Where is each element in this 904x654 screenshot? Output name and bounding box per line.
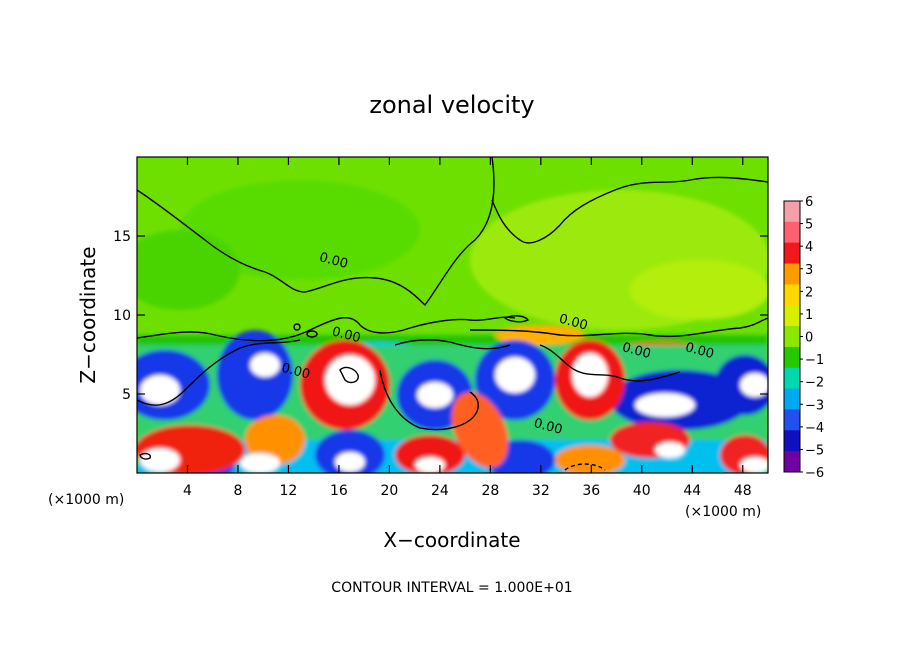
colorbar-tick-label: −6 [805, 466, 824, 481]
colorbar-tick-label: −4 [805, 421, 824, 436]
field-patch [630, 260, 768, 320]
colorbar: 6 5 4 3 2 1 0 −1 −2 −3 −4 −5 −6 [783, 195, 824, 481]
y-tick-label: 5 [122, 387, 131, 403]
y-axis-label: Z−coordinate [76, 246, 100, 383]
colorbar-segment [784, 201, 800, 223]
colorbar-tick-label: 2 [805, 285, 813, 300]
x-axis-ticks: 4 8 12 16 20 24 28 32 36 40 44 48 [183, 157, 752, 499]
field-lobe-positive [245, 415, 305, 465]
contour-zero-upper [137, 157, 495, 307]
colorbar-tick-label: 6 [805, 195, 813, 210]
contour-label: 0.00 [620, 340, 652, 362]
field-core [740, 457, 768, 473]
x-unit-left: (×1000 m) [48, 492, 124, 508]
contour-label: 0.00 [684, 340, 716, 362]
contour-zero-lower [137, 339, 301, 406]
contour-labels: 0.00 0.00 0.00 0.00 0.00 0.00 0.00 [280, 250, 716, 438]
colorbar-segment [784, 284, 800, 306]
field-lobe-positive [555, 445, 625, 473]
heatmap-field: 0.00 0.00 0.00 0.00 0.00 0.00 0.00 [137, 157, 768, 473]
colorbar-tick-label: −1 [805, 353, 824, 368]
colorbar-segment [784, 388, 800, 410]
colorbar-segment [784, 326, 800, 348]
contour-minor [339, 366, 359, 384]
colorbar-segment [784, 242, 800, 265]
field-core [417, 382, 453, 408]
contour-interval-footer: CONTOUR INTERVAL = 1.000E+01 [331, 580, 572, 596]
field-core [325, 355, 375, 405]
contour-label: 0.00 [318, 250, 350, 272]
field-core [740, 373, 768, 397]
colorbar-segment [784, 221, 800, 244]
field-core [495, 357, 535, 393]
contour-dashed [564, 463, 606, 471]
colorbar-tick-label: 4 [805, 240, 813, 255]
colorbar-tick-label: −5 [805, 443, 824, 458]
colorbar-tick-label: −3 [805, 398, 824, 413]
x-tick-label: 48 [734, 483, 752, 499]
contour-minor [293, 323, 301, 331]
x-tick-label: 12 [280, 483, 298, 499]
colorbar-segment [784, 263, 800, 285]
contour-lines [137, 157, 768, 471]
x-tick-label: 8 [233, 483, 242, 499]
contour-zero-band [394, 339, 511, 350]
contour-label: 0.00 [330, 324, 362, 346]
colorbar-segment [784, 305, 800, 327]
x-tick-label: 44 [683, 483, 701, 499]
contour-zero-right [491, 176, 768, 244]
contour-label: 0.00 [532, 416, 564, 438]
contour-minor [139, 452, 152, 460]
x-tick-label: 36 [582, 483, 600, 499]
y-axis-ticks: 5 10 15 [113, 229, 768, 403]
colorbar-tick-label: 1 [805, 308, 813, 323]
field-lobe-positive [395, 435, 465, 473]
x-axis-label: X−coordinate [383, 528, 520, 552]
colorbar-tick-label: 3 [805, 263, 813, 278]
field-patch [137, 230, 240, 310]
field-core [335, 452, 365, 472]
field-lobe-negative [217, 330, 293, 420]
x-tick-label: 20 [380, 483, 398, 499]
field-core [655, 442, 685, 458]
x-tick-label: 24 [431, 483, 449, 499]
colorbar-segment [784, 451, 800, 473]
x-tick-label: 4 [183, 483, 192, 499]
colorbar-segment [784, 409, 800, 431]
field-core [415, 457, 445, 473]
y-tick-label: 15 [113, 229, 131, 245]
x-tick-label: 40 [633, 483, 651, 499]
colorbar-segment [784, 346, 800, 369]
colorbar-tick-label: 5 [805, 218, 813, 233]
chart-title: zonal velocity [369, 91, 534, 119]
contour-label: 0.00 [557, 312, 589, 334]
field-core [140, 375, 180, 405]
colorbar-tick-label: 0 [805, 331, 813, 346]
x-tick-label: 16 [330, 483, 348, 499]
colorbar-segment [784, 430, 800, 452]
y-tick-label: 10 [113, 308, 131, 324]
contour-zero-deep [379, 369, 479, 431]
contour-minor [306, 330, 318, 338]
field-patch [180, 180, 420, 280]
x-tick-label: 32 [532, 483, 550, 499]
x-tick-label: 28 [481, 483, 499, 499]
colorbar-tick-label: −2 [805, 376, 824, 391]
field-core [572, 353, 608, 397]
colorbar-segment [784, 367, 800, 390]
contour-minor [503, 315, 530, 323]
field-patch [495, 325, 585, 345]
contour-zero-mid [137, 316, 516, 342]
contour-label: 0.00 [280, 361, 312, 383]
field-lobe-negative [315, 430, 385, 473]
field-core [635, 393, 695, 417]
field-lobe-positive [451, 392, 509, 468]
field-core [240, 453, 280, 473]
field-core [140, 448, 180, 472]
contour-zero-right-band [469, 317, 768, 338]
contour-zero-deep-right [539, 344, 681, 382]
x-unit-right: (×1000 m) [685, 504, 761, 520]
field-core [250, 353, 280, 377]
